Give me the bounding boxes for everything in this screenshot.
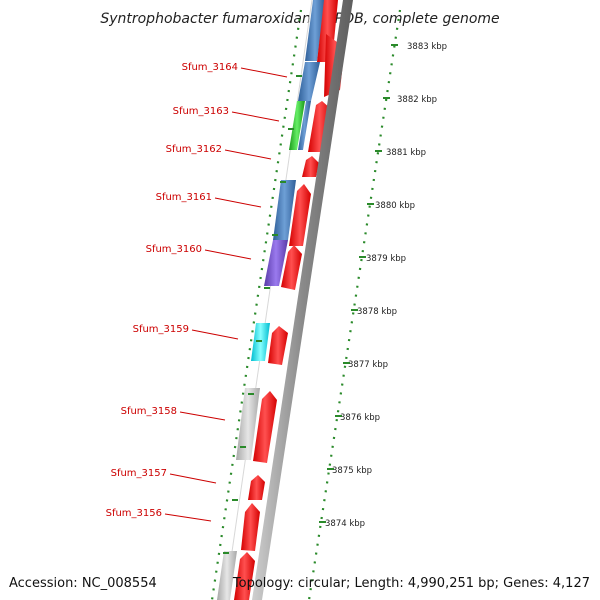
gene-label: Sfum_3158	[121, 406, 177, 417]
topology-text: Topology: circular; Length: 4,990,251 bp…	[232, 576, 590, 591]
gene-leader-line	[179, 411, 226, 421]
cog-feature-purple	[264, 240, 288, 286]
kbp-label: 3882 kbp	[397, 95, 437, 105]
gene-leader-line	[164, 513, 212, 522]
scale-ticks	[223, 75, 302, 554]
kbp-label: 3883 kbp	[407, 42, 447, 52]
cds-arrow	[241, 503, 260, 551]
cog-feature-grey	[217, 551, 237, 600]
cds-arrow	[253, 391, 277, 463]
gene-leader-line	[204, 249, 252, 260]
cog-feature-grey	[236, 388, 260, 460]
cds-track	[234, 0, 346, 600]
kbp-label: 3880 kbp	[375, 201, 415, 211]
gene-leader-line	[169, 473, 217, 484]
kbp-label: 3879 kbp	[366, 254, 406, 264]
cds-arrow	[234, 552, 255, 600]
thin-ring-line	[224, 0, 313, 600]
gene-label: Sfum_3160	[146, 244, 202, 255]
gene-label: Sfum_3159	[133, 324, 189, 335]
gene-label-group: Sfum_3164 Sfum_3163 Sfum_3162 Sfum_3161 …	[106, 62, 288, 522]
cog-feature-blue	[298, 101, 311, 150]
kbp-ticks	[319, 44, 398, 523]
kbp-label: 3877 kbp	[348, 360, 388, 370]
gene-leader-line	[224, 149, 272, 160]
cog-feature-green	[289, 101, 305, 150]
cds-arrow	[289, 184, 311, 246]
kbp-label: 3874 kbp	[325, 519, 365, 529]
cog-feature-blue	[298, 62, 320, 101]
gene-label: Sfum_3157	[111, 468, 167, 479]
kbp-label: 3875 kbp	[332, 466, 372, 476]
gene-leader-line	[214, 197, 262, 208]
gene-label: Sfum_3162	[166, 144, 222, 155]
gene-leader-line	[240, 67, 288, 78]
kbp-label: 3876 kbp	[340, 413, 380, 423]
kbp-label: 3878 kbp	[357, 307, 397, 317]
gene-label: Sfum_3161	[156, 192, 212, 203]
cds-arrow	[248, 475, 265, 500]
cog-feature-blue	[273, 180, 296, 240]
gene-label: Sfum_3163	[173, 106, 229, 117]
cds-arrow	[268, 326, 288, 365]
gene-label: Sfum_3156	[106, 508, 162, 519]
cog-track	[217, 0, 325, 600]
gene-leader-line	[231, 111, 280, 122]
genome-backbone	[252, 0, 353, 600]
accession-text: Accession: NC_008554	[9, 576, 157, 591]
cog-feature-blue	[305, 0, 325, 61]
right-dotted-ring	[307, 9, 402, 600]
cds-arrow	[281, 245, 302, 290]
cds-arrow	[302, 156, 319, 177]
gene-leader-line	[191, 329, 239, 340]
kbp-labels: 3883 kbp 3882 kbp 3881 kbp 3880 kbp 3879…	[325, 42, 447, 529]
left-dotted-ring	[210, 9, 303, 600]
gene-label: Sfum_3164	[182, 62, 238, 73]
kbp-label: 3881 kbp	[386, 148, 426, 158]
